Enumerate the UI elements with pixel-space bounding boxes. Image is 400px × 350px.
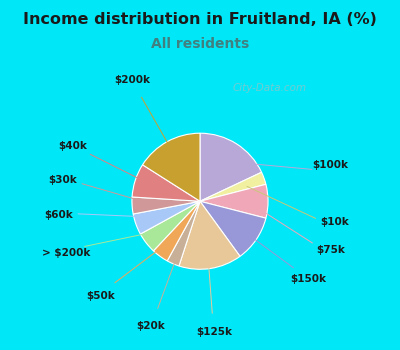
Wedge shape xyxy=(132,197,200,214)
Wedge shape xyxy=(200,184,268,218)
Wedge shape xyxy=(142,133,200,201)
Wedge shape xyxy=(200,133,262,201)
Text: $200k: $200k xyxy=(114,75,150,85)
Text: $100k: $100k xyxy=(312,160,348,170)
Wedge shape xyxy=(167,201,200,266)
Text: City-Data.com: City-Data.com xyxy=(232,83,307,93)
Wedge shape xyxy=(200,201,266,256)
Text: $75k: $75k xyxy=(316,245,345,256)
Text: $30k: $30k xyxy=(48,175,77,186)
Wedge shape xyxy=(132,165,200,201)
Text: $10k: $10k xyxy=(320,217,348,227)
Wedge shape xyxy=(200,172,266,201)
Text: Income distribution in Fruitland, IA (%): Income distribution in Fruitland, IA (%) xyxy=(23,12,377,27)
Wedge shape xyxy=(133,201,200,234)
Wedge shape xyxy=(140,201,200,251)
Text: $40k: $40k xyxy=(58,141,87,152)
Text: $60k: $60k xyxy=(44,210,73,220)
Text: $50k: $50k xyxy=(86,291,115,301)
Text: $125k: $125k xyxy=(196,327,232,337)
Text: > $200k: > $200k xyxy=(42,248,90,258)
Wedge shape xyxy=(154,201,200,261)
Text: $150k: $150k xyxy=(291,274,327,284)
Text: $20k: $20k xyxy=(136,321,165,331)
Text: All residents: All residents xyxy=(151,37,249,51)
Wedge shape xyxy=(179,201,240,269)
